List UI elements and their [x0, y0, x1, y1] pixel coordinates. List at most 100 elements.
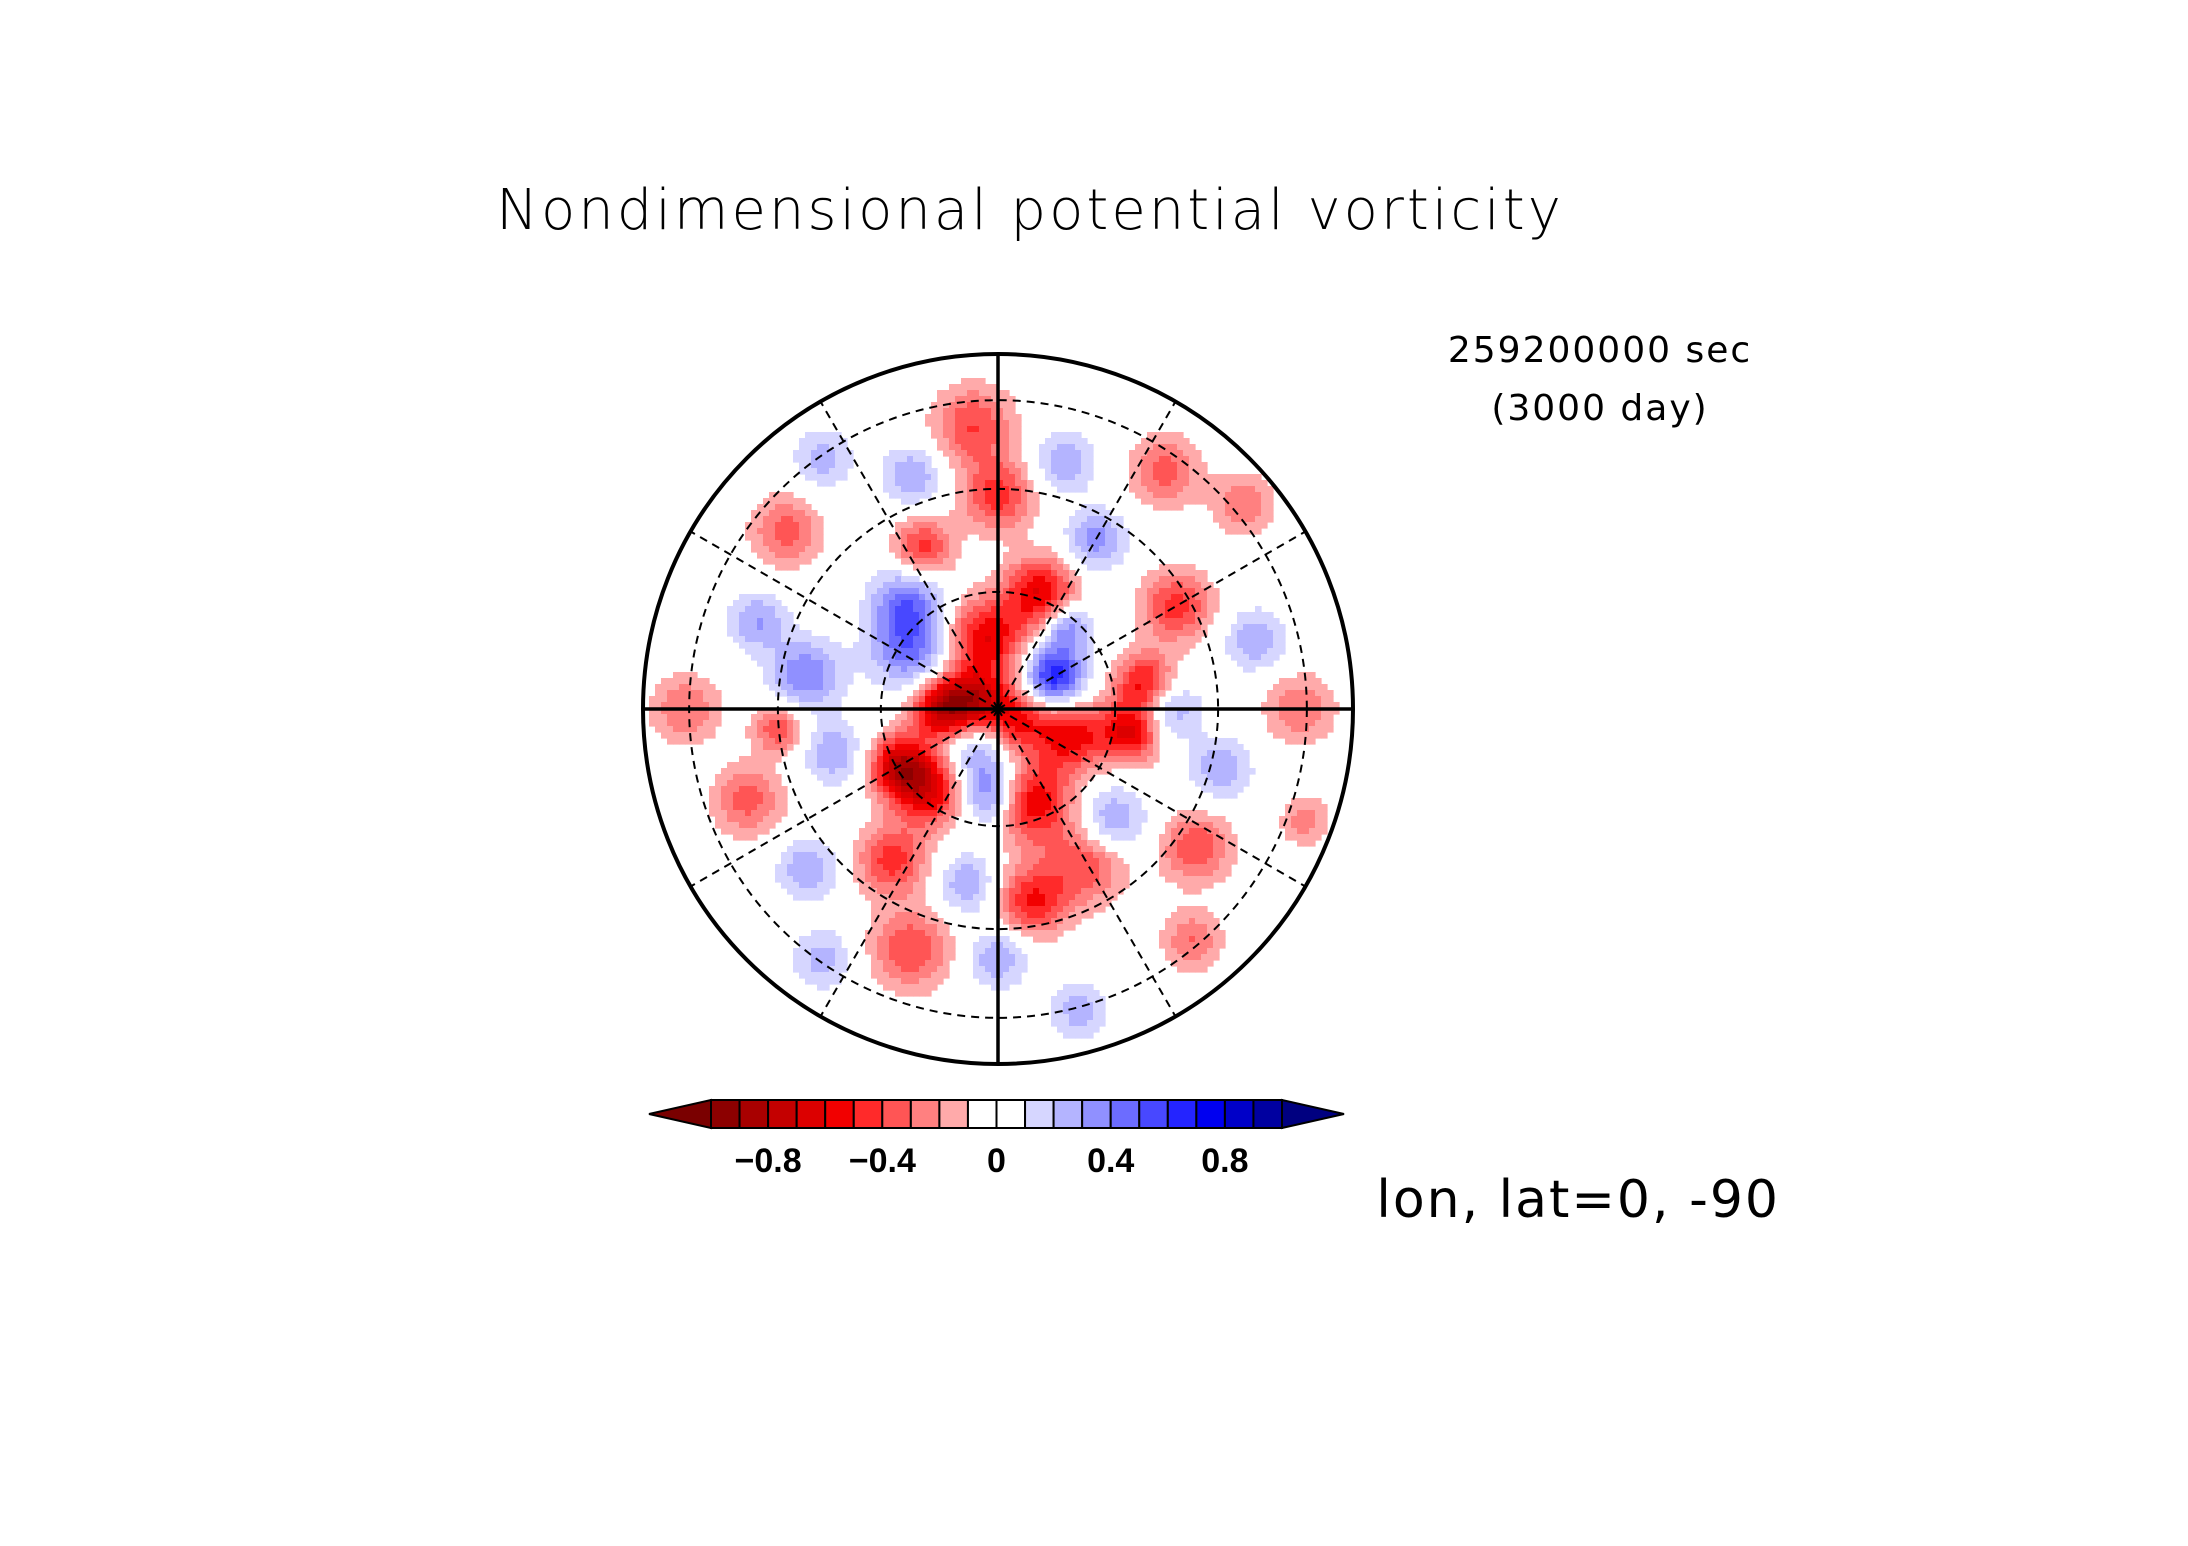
- field-cell: [943, 876, 950, 883]
- field-cell: [973, 414, 980, 421]
- field-cell: [1117, 528, 1124, 535]
- field-cell: [697, 708, 704, 715]
- field-cell: [913, 864, 920, 871]
- field-cell: [1237, 648, 1244, 655]
- field-cell: [1051, 696, 1058, 703]
- field-cell: [1075, 894, 1082, 901]
- field-cell: [793, 456, 800, 463]
- field-cell: [1015, 450, 1022, 457]
- field-cell: [889, 816, 896, 823]
- field-cell: [925, 558, 932, 565]
- field-cell: [871, 912, 878, 919]
- field-cell: [1291, 738, 1298, 745]
- field-cell: [817, 480, 824, 487]
- field-cell: [1159, 870, 1166, 877]
- field-cell: [1009, 630, 1016, 637]
- field-cell: [919, 876, 926, 883]
- field-cell: [1171, 918, 1178, 925]
- field-cell: [907, 726, 914, 733]
- field-cell: [1111, 828, 1118, 835]
- field-cell: [1039, 906, 1046, 913]
- field-cell: [1207, 834, 1214, 841]
- field-cell: [955, 624, 962, 631]
- field-cell: [991, 438, 998, 445]
- field-cell: [1069, 468, 1076, 475]
- field-cell: [1063, 888, 1070, 895]
- field-cell: [823, 930, 830, 937]
- field-cell: [1027, 834, 1034, 841]
- field-cell: [1027, 714, 1034, 721]
- field-cell: [919, 804, 926, 811]
- field-cell: [1117, 858, 1124, 865]
- field-cell: [1315, 822, 1322, 829]
- field-cell: [877, 618, 884, 625]
- field-cell: [661, 732, 668, 739]
- field-cell: [805, 684, 812, 691]
- field-cell: [1195, 498, 1202, 505]
- field-cell: [853, 744, 860, 751]
- field-cell: [817, 846, 824, 853]
- field-cell: [1267, 690, 1274, 697]
- field-cell: [1123, 690, 1130, 697]
- field-cell: [1273, 720, 1280, 727]
- field-cell: [835, 642, 842, 649]
- field-cell: [1111, 522, 1118, 529]
- field-cell: [925, 492, 932, 499]
- field-cell: [1051, 582, 1058, 589]
- field-cell: [1165, 936, 1172, 943]
- field-cell: [931, 810, 938, 817]
- field-cell: [1033, 672, 1040, 679]
- field-cell: [1003, 480, 1010, 487]
- field-cell: [1201, 882, 1208, 889]
- field-cell: [1141, 612, 1148, 619]
- field-cell: [913, 912, 920, 919]
- field-cell: [1183, 840, 1190, 847]
- field-cell: [781, 666, 788, 673]
- field-cell: [949, 774, 956, 781]
- field-cell: [1117, 786, 1124, 793]
- field-cell: [1315, 828, 1322, 835]
- field-cell: [949, 564, 956, 571]
- field-cell: [1297, 672, 1304, 679]
- field-cell: [895, 768, 902, 775]
- field-cell: [1045, 858, 1052, 865]
- field-cell: [907, 474, 914, 481]
- field-cell: [973, 510, 980, 517]
- field-cell: [1117, 552, 1124, 559]
- field-cell: [1033, 660, 1040, 667]
- field-cell: [1189, 630, 1196, 637]
- field-cell: [1315, 678, 1322, 685]
- field-cell: [739, 798, 746, 805]
- field-cell: [757, 618, 764, 625]
- field-cell: [1129, 486, 1136, 493]
- field-cell: [871, 810, 878, 817]
- field-cell: [823, 702, 830, 709]
- field-cell: [955, 696, 962, 703]
- field-cell: [1045, 474, 1052, 481]
- field-cell: [1039, 750, 1046, 757]
- field-cell: [1069, 816, 1076, 823]
- field-cell: [865, 792, 872, 799]
- field-cell: [1129, 648, 1136, 655]
- field-cell: [1177, 816, 1184, 823]
- field-cell: [955, 420, 962, 427]
- field-cell: [1009, 510, 1016, 517]
- field-cell: [1237, 516, 1244, 523]
- field-cell: [973, 684, 980, 691]
- field-cell: [943, 426, 950, 433]
- field-cell: [931, 750, 938, 757]
- field-cell: [949, 762, 956, 769]
- field-cell: [895, 738, 902, 745]
- field-cell: [1165, 636, 1172, 643]
- field-cell: [1075, 798, 1082, 805]
- field-cell: [811, 738, 818, 745]
- field-cell: [1237, 480, 1244, 487]
- field-cell: [1021, 798, 1028, 805]
- field-cell: [847, 672, 854, 679]
- field-cell: [991, 774, 998, 781]
- field-cell: [1117, 540, 1124, 547]
- field-cell: [1075, 828, 1082, 835]
- field-cell: [1153, 654, 1160, 661]
- field-cell: [1063, 894, 1070, 901]
- field-cell: [973, 456, 980, 463]
